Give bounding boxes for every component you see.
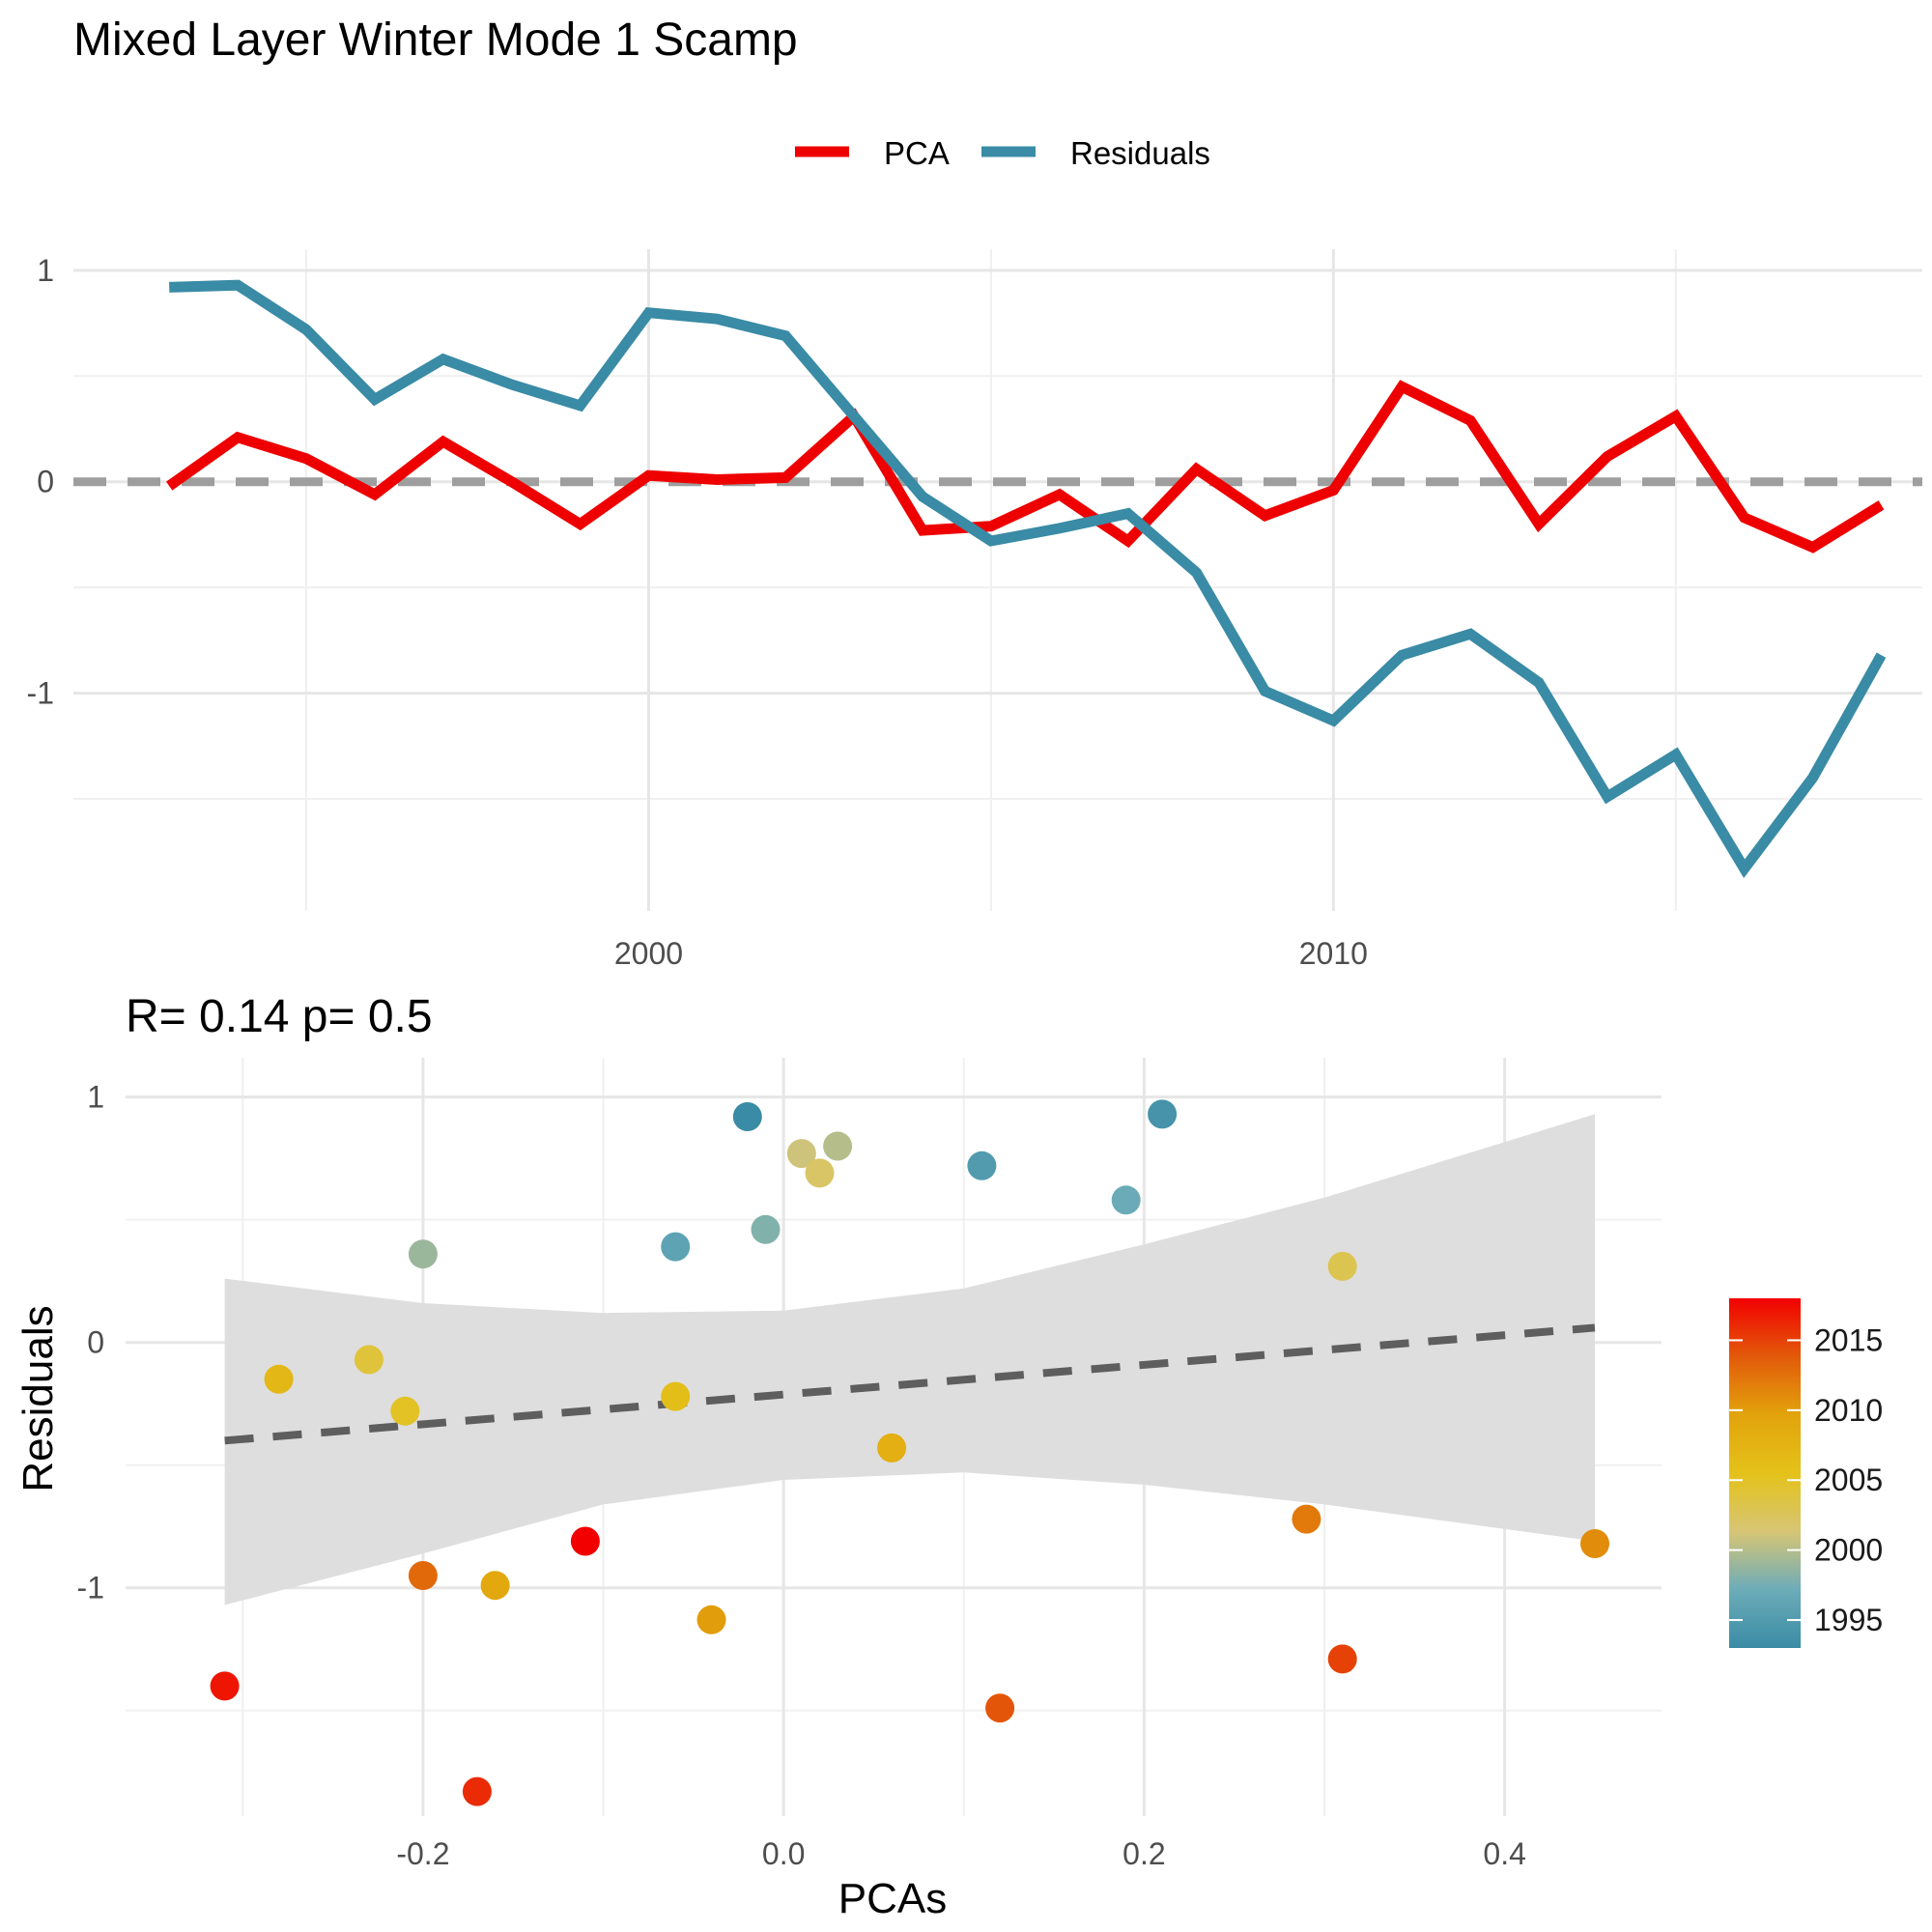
legend-pca-label: PCA [884,135,950,171]
scatter-point [1580,1529,1609,1558]
y-tick-label: -1 [77,1571,104,1605]
scatter-point [264,1364,294,1394]
colorbar-gradient [1729,1298,1801,1648]
x-axis-title: PCAs [838,1875,947,1922]
scatter-point [462,1776,492,1806]
x-tick-label: -0.2 [396,1836,449,1871]
fit-line [224,1323,1596,1445]
y-tick-label: 1 [87,1080,104,1115]
scatter-point [210,1671,240,1701]
y-tick-label: 0 [37,465,54,499]
colorbar-tick-label: 2015 [1814,1322,1883,1357]
scatter-point [408,1561,438,1590]
x-tick-label: 0.0 [762,1836,805,1871]
scatter-point [408,1239,438,1269]
scatter-point [823,1131,853,1161]
scatter-point [1148,1099,1178,1129]
scatter-point [661,1381,691,1411]
y-tick-label: 1 [37,253,54,288]
scatter-points [210,1099,1609,1806]
scatter-point [805,1158,835,1188]
time-series-x-axis: 2000 2010 [614,936,1368,971]
scatter-point [786,1139,816,1169]
colorbar: 2015 2010 2005 2000 1995 [1729,1298,1883,1648]
scatter-point [732,1102,762,1131]
scatter-panel: 1 0 -1 -0.2 0.0 0.2 0.4 [77,1058,1662,1871]
scatter-point [877,1433,907,1463]
scatter-point [661,1232,691,1262]
time-series-y-axis: 1 0 -1 [27,253,54,711]
y-tick-label: -1 [27,676,54,711]
chart-title: Mixed Layer Winter Mode 1 Scamp [73,14,798,66]
scatter-x-axis: -0.2 0.0 0.2 0.4 [396,1836,1526,1871]
correlation-annotation: R= 0.14 p= 0.5 [126,991,433,1042]
time-series-panel: 1 0 -1 2000 2010 [27,249,1922,971]
scatter-point [696,1605,726,1634]
colorbar-ticks: 2015 2010 2005 2000 1995 [1729,1322,1883,1637]
confidence-band [224,1114,1596,1605]
scatter-point [967,1151,997,1180]
pca-line [166,380,1885,554]
time-series-grid [73,249,1922,911]
scatter-point [1111,1185,1141,1215]
colorbar-tick-label: 1995 [1814,1603,1883,1637]
colorbar-tick-label: 2000 [1814,1533,1883,1568]
confidence-band-layer [224,1114,1596,1605]
scatter-point [985,1693,1015,1723]
scatter-point [751,1214,781,1244]
y-tick-label: 0 [87,1325,104,1360]
scatter-point [1327,1251,1357,1281]
colorbar-tick-label: 2005 [1814,1463,1883,1497]
scatter-point [1327,1644,1357,1674]
x-tick-label: 0.2 [1122,1836,1165,1871]
y-axis-title: Residuals [14,1305,62,1492]
fit-line-layer [224,1323,1596,1445]
legend: PCA Residuals [795,135,1210,171]
scatter-point [570,1526,600,1556]
scatter-point [480,1571,510,1601]
time-series-lines [166,279,1887,879]
scatter-point [1292,1504,1321,1534]
scatter-point [354,1345,384,1375]
residuals-line [169,279,1887,879]
scatter-y-axis: 1 0 -1 [77,1080,104,1605]
scatter-point [390,1396,420,1426]
x-tick-label: 2000 [614,936,683,971]
x-tick-label: 0.4 [1483,1836,1525,1871]
x-tick-label: 2010 [1299,936,1368,971]
legend-residuals-label: Residuals [1070,135,1210,171]
colorbar-tick-label: 2010 [1814,1393,1883,1428]
